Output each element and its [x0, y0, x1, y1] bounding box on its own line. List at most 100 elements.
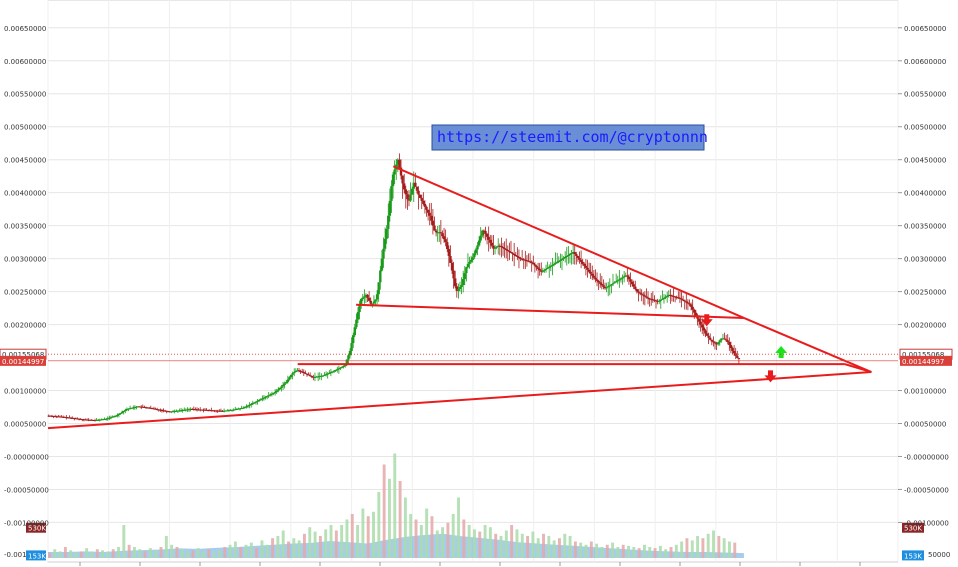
- trend-line-3: [47, 371, 872, 430]
- trend-lines: [47, 165, 872, 430]
- candle-body-130: [254, 401, 258, 403]
- candle-body-345: [597, 280, 600, 283]
- candle-body-409: [699, 321, 702, 325]
- candle-body-334: [579, 259, 583, 262]
- candle-body-174: [324, 374, 328, 376]
- volume-bar-19: [148, 548, 152, 558]
- candle-body-298: [522, 259, 525, 261]
- volume-bar-26: [186, 551, 190, 558]
- volume-bar-124: [706, 533, 710, 558]
- candle-body-171: [320, 375, 323, 377]
- candle-body-343: [594, 277, 597, 280]
- candle-body-235: [422, 200, 425, 204]
- candle-body-281: [495, 246, 498, 248]
- candle-body-217: [393, 169, 396, 175]
- right-tick-label-3: 0.00500000: [904, 124, 946, 132]
- volume-bar-33: [223, 547, 227, 558]
- candle-body-403: [689, 304, 693, 307]
- grid-lines: [47, 0, 899, 566]
- volume-bar-115: [658, 545, 662, 558]
- candle-body-103: [211, 410, 215, 412]
- candle-body-356: [614, 281, 618, 283]
- candle-body-152: [289, 374, 293, 378]
- candle-body-192: [353, 327, 356, 336]
- candle-body-76: [168, 411, 172, 413]
- candle-body-349: [603, 286, 607, 289]
- volume-bar-116: [664, 549, 668, 558]
- volume-bar-55: [340, 525, 344, 558]
- candle-body-106: [216, 410, 219, 412]
- volume-badge-left-0: [26, 522, 46, 533]
- volume-bar-84: [494, 533, 498, 558]
- candle-body-120: [238, 408, 242, 410]
- candle-body-399: [683, 300, 686, 302]
- candle-body-95: [199, 409, 202, 411]
- candle-body-288: [506, 250, 509, 252]
- candle-body-417: [712, 341, 715, 343]
- candle-body-333: [578, 257, 581, 260]
- candle-body-384: [659, 299, 662, 301]
- left-tick-label-3: 0.00500000: [4, 124, 46, 132]
- candle-body-293: [514, 254, 517, 256]
- volume-bar-123: [701, 538, 705, 558]
- candle-body-300: [525, 260, 529, 262]
- candle-body-0: [47, 415, 50, 417]
- candle-body-214: [388, 200, 392, 216]
- candle-body-290: [509, 252, 513, 254]
- volume-bar-49: [308, 527, 312, 558]
- candle-body-207: [377, 282, 380, 295]
- candle-body-233: [418, 194, 422, 198]
- candle-body-67: [154, 408, 157, 410]
- right-tick-label-9: 0.00200000: [904, 322, 946, 330]
- candle-body-177: [329, 372, 333, 374]
- volume-bar-88: [515, 529, 519, 558]
- candle-body-318: [554, 262, 557, 264]
- candle-body-7: [58, 416, 62, 418]
- candle-body-284: [500, 246, 503, 248]
- candle-body-238: [426, 209, 430, 213]
- volume-bar-112: [643, 544, 646, 558]
- candle-body-247: [441, 233, 444, 237]
- left-tick-label-8: 0.00250000: [4, 289, 46, 297]
- candle-body-59: [141, 406, 145, 408]
- candle-body-414: [707, 335, 710, 338]
- candle-body-406: [694, 312, 698, 316]
- candle-body-390: [669, 294, 672, 296]
- candle-body-167: [313, 376, 317, 378]
- volume-bar-100: [579, 542, 583, 558]
- volume-bar-72: [430, 516, 434, 558]
- left-tick-label-0: 0.00650000: [4, 25, 46, 33]
- candle-body-237: [425, 206, 428, 210]
- candle-body-260: [461, 279, 465, 285]
- candle-body-157: [297, 370, 301, 372]
- candle-body-346: [599, 282, 602, 284]
- candle-body-107: [218, 410, 221, 412]
- candle-body-34: [101, 419, 105, 421]
- candle-body-320: [557, 260, 560, 262]
- candle-body-310: [541, 270, 545, 272]
- candle-body-202: [369, 300, 372, 304]
- volume-bar-17: [138, 549, 142, 558]
- candle-body-355: [613, 282, 616, 284]
- candle-body-75: [167, 411, 170, 413]
- candle-body-287: [505, 249, 508, 251]
- candle-body-302: [528, 261, 532, 263]
- volume-bar-101: [584, 544, 588, 558]
- candle-body-163: [307, 374, 310, 376]
- candle-body-241: [431, 220, 435, 226]
- candle-body-55: [135, 406, 138, 408]
- candle-body-134: [261, 398, 264, 400]
- volume-bar-43: [276, 536, 280, 558]
- candle-body-389: [667, 294, 670, 296]
- candle-body-14: [69, 417, 73, 419]
- volume-bar-119: [680, 541, 684, 558]
- volume-bar-12: [111, 549, 115, 558]
- candle-body-173: [323, 374, 326, 376]
- candle-body-44: [117, 413, 121, 415]
- candle-body-229: [412, 182, 415, 189]
- candle-body-180: [334, 369, 337, 371]
- candle-body-40: [111, 416, 114, 418]
- candle-body-386: [662, 297, 666, 299]
- candle-body-274: [484, 230, 487, 234]
